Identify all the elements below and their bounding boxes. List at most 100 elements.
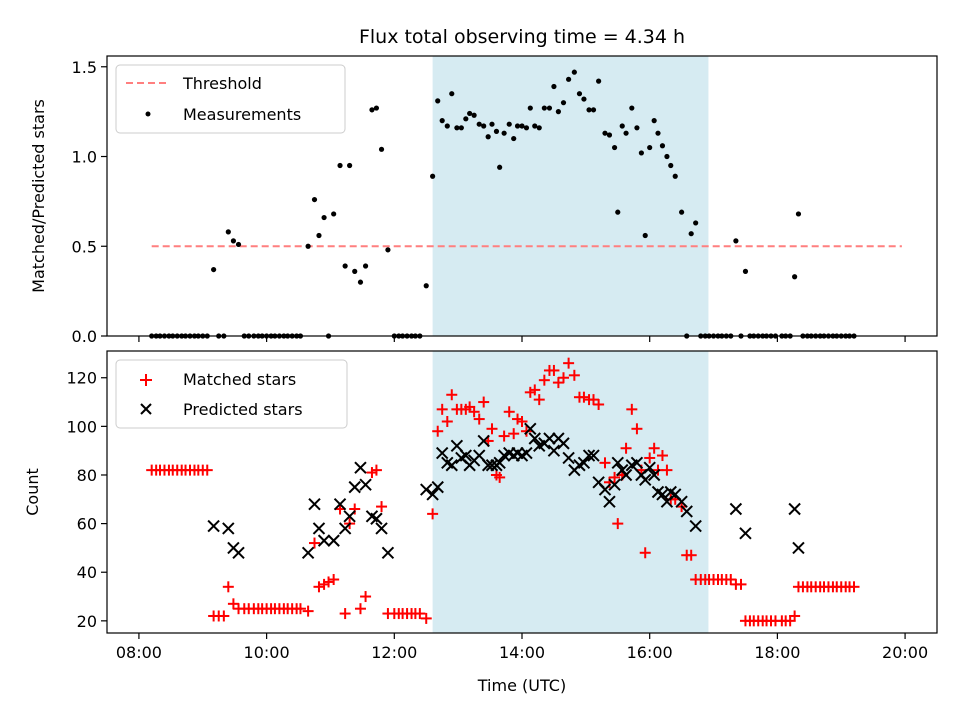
- matched-star-point: [558, 372, 569, 384]
- measurement-point: [331, 211, 337, 217]
- matched-star-point: [420, 612, 432, 624]
- x-tick-label: 20:00: [882, 643, 928, 662]
- measurement-point: [795, 211, 802, 217]
- measurement-point: [514, 123, 521, 129]
- measurement-point: [493, 128, 500, 134]
- matched-star-point: [538, 374, 550, 386]
- predicted-star-points: [207, 422, 805, 559]
- x-tick-label: 18:00: [754, 643, 800, 662]
- predicted-star-point: [420, 483, 433, 496]
- predicted-star-point: [562, 451, 575, 465]
- measurement-point: [501, 130, 507, 136]
- matched-star-point: [294, 603, 306, 615]
- bottom-legend-box: [115, 359, 348, 429]
- predicted-star-point: [477, 434, 490, 448]
- measurement-point: [647, 144, 653, 151]
- measurement-point: [560, 100, 567, 106]
- matched-star-point: [436, 403, 448, 415]
- bottom-ticks: 08:00 10:00 12:00 14:00 16:00 18:00 20:00 20 40 6…: [66, 369, 928, 662]
- top-y-tick-label: 1.0: [72, 148, 97, 167]
- measurement-point: [497, 164, 503, 170]
- matched-star-point: [376, 501, 388, 513]
- measurement-point: [352, 268, 358, 274]
- legend-matched-swatch: [140, 374, 152, 386]
- matched-star-point: [599, 457, 611, 469]
- matched-star-point: [354, 603, 366, 615]
- matched-star-point: [644, 452, 656, 464]
- predicted-star-point: [788, 502, 801, 516]
- measurement-point: [590, 107, 597, 113]
- matched-star-point: [548, 364, 560, 376]
- predicted-star-point: [647, 468, 661, 482]
- matched-star-point: [789, 610, 801, 622]
- matched-star-point: [552, 377, 564, 389]
- measurement-point: [532, 123, 538, 129]
- measurement-point: [792, 274, 798, 280]
- matched-star-point: [473, 413, 485, 425]
- bottom-y-tick-label: 80: [77, 466, 97, 485]
- measurement-point: [423, 283, 429, 289]
- matched-star-point: [661, 464, 673, 476]
- matched-star-point: [201, 464, 213, 476]
- measurement-point: [485, 134, 491, 140]
- top-panel: 0.0 0.5 1.0 1.5 Matched/Predicted stars Thr…: [29, 55, 938, 346]
- predicted-star-point: [520, 446, 533, 460]
- matched-star-point: [494, 471, 506, 483]
- matched-star-point: [427, 508, 439, 520]
- measurement-point: [458, 125, 464, 131]
- matched-star-point: [498, 430, 510, 442]
- predicted-star-point: [680, 505, 693, 518]
- matched-star-point: [478, 396, 490, 408]
- measurement-point: [471, 112, 477, 118]
- measurement-point: [623, 130, 629, 136]
- matched-star-point: [656, 450, 668, 462]
- bottom-panel: 08:00 10:00 12:00 14:00 16:00 18:00 20:00 20 40 6…: [23, 350, 938, 695]
- matched-star-point: [529, 384, 541, 396]
- measurement-point: [566, 76, 572, 82]
- predicted-star-point: [222, 522, 235, 535]
- predicted-star-point: [354, 461, 367, 474]
- x-tick-label: 12:00: [371, 643, 417, 662]
- bottom-highlight-span: [432, 351, 709, 633]
- bottom-plot-frame: [106, 350, 938, 634]
- measurement-point: [373, 105, 380, 111]
- measurement-point: [606, 132, 613, 138]
- top-y-axis-label: Matched/Predicted stars: [29, 99, 48, 293]
- measurement-point: [629, 105, 635, 111]
- matched-star-point: [360, 591, 372, 603]
- x-tick-label: 16:00: [627, 643, 673, 662]
- top-highlight-span: [432, 56, 709, 336]
- measurement-point: [571, 69, 577, 75]
- predicted-star-point: [582, 449, 596, 462]
- measurement-point: [523, 125, 530, 131]
- measurement-point: [385, 247, 391, 253]
- predicted-star-point: [338, 522, 352, 535]
- measurement-points: [149, 69, 857, 339]
- matched-star-point: [612, 518, 624, 530]
- bottom-y-tick-label: 60: [77, 515, 97, 534]
- measurement-point: [742, 268, 749, 274]
- matched-star-point: [593, 398, 605, 410]
- predicted-star-point: [450, 439, 464, 453]
- measurement-point: [586, 107, 592, 113]
- predicted-star-point: [375, 522, 388, 535]
- measurement-point: [693, 220, 699, 226]
- measurement-point: [378, 146, 385, 152]
- predicted-star-point: [317, 534, 331, 547]
- predicted-star-point: [333, 497, 347, 511]
- measurement-point: [611, 144, 618, 151]
- measurement-point: [511, 135, 517, 142]
- predicted-star-point: [543, 432, 556, 445]
- matched-star-point: [648, 442, 660, 454]
- matched-star-point: [735, 578, 747, 590]
- predicted-star-point: [459, 449, 473, 462]
- top-y-tick-label: 1.5: [72, 58, 97, 77]
- bottom-y-tick-label: 20: [77, 612, 97, 631]
- measurement-point: [733, 238, 739, 244]
- predicted-star-point: [485, 459, 499, 472]
- measurement-point: [489, 121, 495, 127]
- measurement-point: [305, 243, 311, 249]
- predicted-star-point: [312, 522, 326, 535]
- measurement-point: [316, 232, 322, 239]
- predicted-star-point: [608, 478, 621, 491]
